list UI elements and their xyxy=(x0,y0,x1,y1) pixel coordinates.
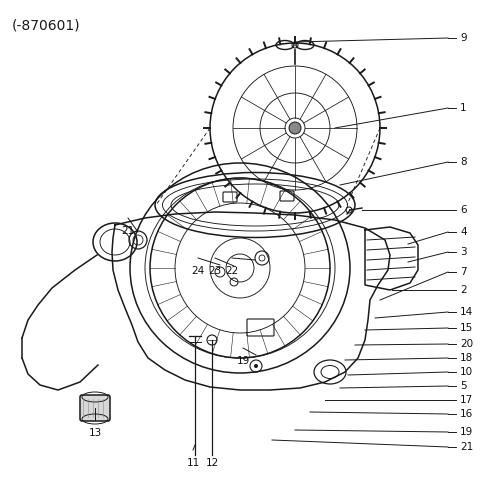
Text: 1: 1 xyxy=(460,103,467,113)
FancyBboxPatch shape xyxy=(80,395,110,421)
Text: 11: 11 xyxy=(186,458,200,468)
Text: 19: 19 xyxy=(460,427,473,437)
Text: 10: 10 xyxy=(460,367,473,377)
Text: 3: 3 xyxy=(460,247,467,257)
Text: 19: 19 xyxy=(236,356,250,366)
Circle shape xyxy=(254,364,258,368)
Text: 20: 20 xyxy=(460,339,473,349)
Text: 5: 5 xyxy=(460,381,467,391)
Text: (-870601): (-870601) xyxy=(12,18,81,32)
Text: 24: 24 xyxy=(192,266,204,276)
Text: 18: 18 xyxy=(460,353,473,363)
Text: 2: 2 xyxy=(460,285,467,295)
Text: 21: 21 xyxy=(121,226,134,236)
Text: 16: 16 xyxy=(460,409,473,419)
Text: 13: 13 xyxy=(88,428,102,438)
Text: 17: 17 xyxy=(460,395,473,405)
Text: 14: 14 xyxy=(460,307,473,317)
Text: 6: 6 xyxy=(460,205,467,215)
Text: 9: 9 xyxy=(460,33,467,43)
Text: 15: 15 xyxy=(460,323,473,333)
Text: 23: 23 xyxy=(208,266,222,276)
Text: 8: 8 xyxy=(460,157,467,167)
Text: 21: 21 xyxy=(460,442,473,452)
Text: 12: 12 xyxy=(205,458,218,468)
Text: 7: 7 xyxy=(460,267,467,277)
Text: 4: 4 xyxy=(460,227,467,237)
Text: 22: 22 xyxy=(226,266,239,276)
Circle shape xyxy=(289,122,301,134)
